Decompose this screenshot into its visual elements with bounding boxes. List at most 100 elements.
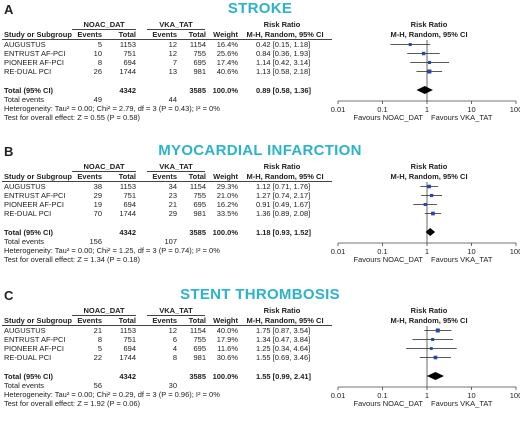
- events-2: 8: [172, 353, 177, 362]
- panel-title: MYOCARDIAL INFARCTION: [158, 142, 362, 159]
- total-2: 1154: [189, 326, 206, 335]
- group1-header: NOAC_DAT: [83, 306, 125, 315]
- forest-plot: 0.01 0.1 1 10 100 Favours NOAC_DAT Favours VKA…: [331, 40, 520, 122]
- total-ci: 0.89 [0.58, 1.36]: [256, 86, 312, 95]
- total-n2: 3585: [189, 228, 206, 237]
- events-1: 21: [93, 326, 102, 335]
- total-2: 755: [193, 335, 206, 344]
- study-marker: [427, 184, 431, 189]
- weight: 40.6%: [216, 67, 238, 76]
- events-2: 12: [168, 40, 177, 49]
- x-tick-label: 1: [425, 247, 429, 256]
- total-1: 694: [123, 200, 136, 209]
- risk-ratio-ci: 1.12 [0.71, 1.76]: [256, 182, 311, 191]
- total-1: 751: [123, 335, 136, 344]
- header-rule: [2, 325, 332, 326]
- col-weight: Weight: [213, 172, 238, 181]
- events-1: 22: [93, 353, 102, 362]
- total-n1: 4342: [119, 228, 136, 237]
- total-events-1: 49: [93, 95, 102, 104]
- total-events-label: Total events: [4, 381, 45, 390]
- total-2: 755: [193, 49, 206, 58]
- weight: 16.2%: [216, 200, 238, 209]
- x-tick-label: 100: [510, 105, 520, 114]
- events-2: 23: [168, 191, 177, 200]
- x-tick-label: 10: [467, 105, 475, 114]
- study-marker: [435, 328, 440, 333]
- risk-ratio-ci: 1.14 [0.42, 3.14]: [256, 58, 311, 67]
- x-tick-label: 1: [425, 391, 429, 400]
- forest-panel: C STENT THROMBOSIS NOAC_DAT VKA_TAT Risk…: [0, 286, 520, 426]
- favours-left-label: Favours NOAC_DAT: [354, 255, 424, 264]
- total-1: 694: [123, 344, 136, 353]
- col-study: Study or Subgroup: [4, 30, 72, 39]
- forest-panel: B MYOCARDIAL INFARCTION NOAC_DAT VKA_TAT…: [0, 142, 520, 282]
- favours-left-label: Favours NOAC_DAT: [354, 113, 424, 122]
- heterogeneity-text: Heterogeneity: Tau² = 0.00; Chi² = 1.25,…: [4, 246, 220, 255]
- total-events-label: Total events: [4, 95, 45, 104]
- x-tick-label: 10: [467, 391, 475, 400]
- weight: 30.6%: [216, 353, 238, 362]
- rr-header-right: Risk Ratio: [410, 306, 448, 315]
- favours-right-label: Favours VKA_TAT: [431, 113, 493, 122]
- x-tick-label: 10: [467, 247, 475, 256]
- pooled-diamond: [425, 228, 436, 236]
- study-marker: [431, 337, 435, 342]
- forest-panel: A STROKE NOAC_DAT VKA_TAT Risk Ratio Ris…: [0, 0, 520, 140]
- study-name: AUGUSTUS: [4, 326, 46, 335]
- events-1: 19: [93, 200, 102, 209]
- events-2: 12: [168, 326, 177, 335]
- study-name: PIONEER AF-PCI: [4, 58, 65, 67]
- risk-ratio-ci: 0.84 [0.36, 1.93]: [256, 49, 311, 58]
- x-tick-label: 0.1: [377, 391, 387, 400]
- events-1: 38: [93, 182, 102, 191]
- pooled-diamond: [426, 372, 444, 380]
- study-name: RE-DUAL PCI: [4, 67, 52, 76]
- col-events-1: Events: [77, 30, 102, 39]
- total-n2: 3585: [189, 372, 206, 381]
- risk-ratio-ci: 1.75 [0.87, 3.54]: [256, 326, 311, 335]
- study-marker: [429, 347, 433, 350]
- group2-header: VKA_TAT: [159, 306, 193, 315]
- group2-underline: [147, 29, 205, 30]
- weight: 25.6%: [216, 49, 238, 58]
- events-1: 8: [97, 58, 102, 67]
- events-1: 29: [93, 191, 102, 200]
- total-2: 981: [193, 353, 206, 362]
- group2-underline: [147, 315, 205, 316]
- total-weight: 100.0%: [212, 228, 238, 237]
- total-n1: 4342: [119, 372, 136, 381]
- col-study: Study or Subgroup: [4, 316, 72, 325]
- risk-ratio-ci: 1.13 [0.58, 2.18]: [256, 67, 311, 76]
- x-tick-label: 100: [510, 247, 520, 256]
- col-total-1: Total: [118, 316, 136, 325]
- favours-left-label: Favours NOAC_DAT: [354, 399, 424, 408]
- total-1: 751: [123, 191, 136, 200]
- study-marker: [408, 42, 412, 47]
- forest-plot: 0.01 0.1 1 10 100 Favours NOAC_DAT Favours VKA…: [331, 326, 520, 408]
- col-method-left: M-H, Random, 95% CI: [246, 172, 324, 181]
- panel-title: STROKE: [227, 0, 293, 17]
- events-2: 6: [172, 335, 177, 344]
- x-tick-label: 0.1: [377, 105, 387, 114]
- total-2: 695: [193, 58, 206, 67]
- total-label: Total (95% CI): [4, 372, 54, 381]
- total-label: Total (95% CI): [4, 86, 54, 95]
- risk-ratio-ci: 0.42 [0.15, 1.18]: [256, 40, 311, 49]
- study-marker: [433, 355, 438, 360]
- total-ci: 1.18 [0.93, 1.52]: [256, 228, 312, 237]
- rr-header-right: Risk Ratio: [410, 20, 448, 29]
- total-1: 1744: [119, 67, 136, 76]
- panel-label: B: [4, 144, 14, 159]
- risk-ratio-ci: 1.25 [0.34, 4.64]: [256, 344, 311, 353]
- total-2: 981: [193, 67, 206, 76]
- events-2: 4: [172, 344, 177, 353]
- study-name: ENTRUST AF-PCI: [4, 49, 66, 58]
- study-marker: [431, 211, 435, 216]
- favours-right-label: Favours VKA_TAT: [431, 399, 493, 408]
- total-2: 981: [193, 209, 206, 218]
- overall-effect-text: Test for overall effect: Z = 1.34 (P = 0…: [4, 255, 141, 264]
- events-1: 10: [93, 49, 102, 58]
- study-name: RE-DUAL PCI: [4, 353, 52, 362]
- events-1: 8: [97, 335, 102, 344]
